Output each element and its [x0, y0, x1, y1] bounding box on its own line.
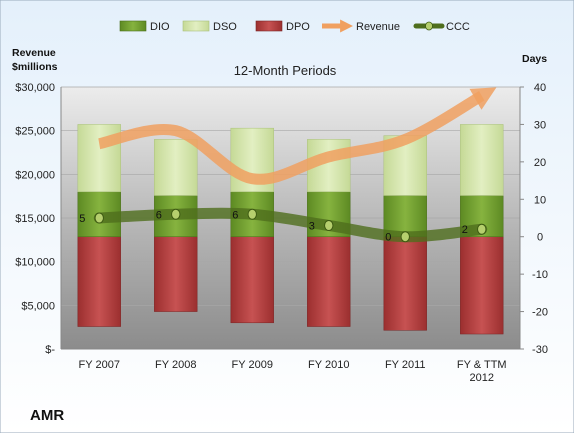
bar-dpo: [460, 236, 504, 335]
left-axis-tick-label: $10,000: [15, 257, 55, 269]
left-axis-tick-label: $25,000: [15, 126, 55, 138]
x-axis-category-label: FY 2007: [79, 359, 120, 371]
right-axis-tick-label: 40: [534, 82, 546, 94]
ccc-data-label: 0: [385, 232, 391, 244]
ccc-point: [94, 212, 104, 224]
left-axis-title-line1: Revenue: [12, 47, 56, 59]
left-axis-title-line2: $millions: [12, 61, 58, 73]
ccc-data-label: 5: [79, 213, 85, 225]
right-axis-tick-label: -10: [532, 269, 548, 281]
bar-dpo: [307, 236, 351, 327]
ccc-point: [400, 231, 410, 243]
revenue-line: [98, 87, 497, 185]
bar-dso: [154, 139, 198, 196]
legend-label: Revenue: [356, 21, 400, 33]
ccc-point: [247, 208, 257, 220]
ccc-data-label: 6: [156, 209, 162, 221]
x-axis-category-label: FY 2008: [155, 359, 196, 371]
ccc-data-label: 3: [309, 220, 315, 232]
legend-label: DPO: [286, 21, 310, 33]
x-axis-category-label: FY 2010: [308, 359, 349, 371]
right-axis-tick-label: 10: [534, 194, 546, 206]
right-axis-tick-label: 20: [534, 157, 546, 169]
lines: 5 6 6 3 0 2: [79, 87, 497, 244]
right-axis-tick-label: 0: [537, 232, 543, 244]
left-axis-tick-label: $-: [45, 344, 55, 356]
right-axis-tick-label: -20: [532, 307, 548, 319]
ccc-point: [171, 208, 181, 220]
bar-dso: [460, 124, 504, 196]
x-axis-category-label: FY 2009: [232, 359, 273, 371]
company-name: AMR: [30, 407, 64, 424]
legend-label: DSO: [213, 21, 237, 33]
x-axis-category-label: FY & TTM: [457, 359, 507, 371]
ccc-data-label: 2: [462, 224, 468, 236]
legend-swatch-dso: [182, 20, 210, 32]
legend-swatch-dpo: [255, 20, 283, 32]
chart-title: 12-Month Periods: [234, 63, 337, 78]
left-axis-tick-label: $5,000: [21, 300, 55, 312]
right-axis-title: Days: [522, 53, 547, 65]
legend-label: CCC: [446, 21, 470, 33]
right-axis-tick-label: 30: [534, 119, 546, 131]
left-axis-tick-label: $15,000: [15, 213, 55, 225]
ccc-line: [93, 207, 488, 243]
x-axis-category-label: 2012: [470, 372, 494, 384]
bar-dio: [383, 195, 427, 237]
ccc-point: [324, 219, 334, 231]
right-axis-tick-label: -30: [532, 344, 548, 356]
legend: DIO DSO DPO Revenue CCC: [119, 19, 470, 33]
bar-dpo: [383, 236, 427, 331]
left-axis-tick-label: $20,000: [15, 169, 55, 181]
bar-dpo: [230, 236, 274, 324]
legend-label: DIO: [150, 21, 170, 33]
x-axis-category-label: FY 2011: [385, 359, 426, 371]
left-axis-tick-label: $30,000: [15, 82, 55, 94]
ccc-point: [477, 223, 487, 235]
ccc-data-label: 6: [232, 209, 238, 221]
legend-swatch-dio: [119, 20, 147, 32]
axes: $- $5,000 $10,000 $15,000 $20,000 $25,000 $30,…: [15, 82, 548, 384]
legend-swatch-ccc-marker: [425, 21, 433, 31]
bar-dpo: [77, 236, 121, 327]
bar-dpo: [154, 236, 198, 312]
